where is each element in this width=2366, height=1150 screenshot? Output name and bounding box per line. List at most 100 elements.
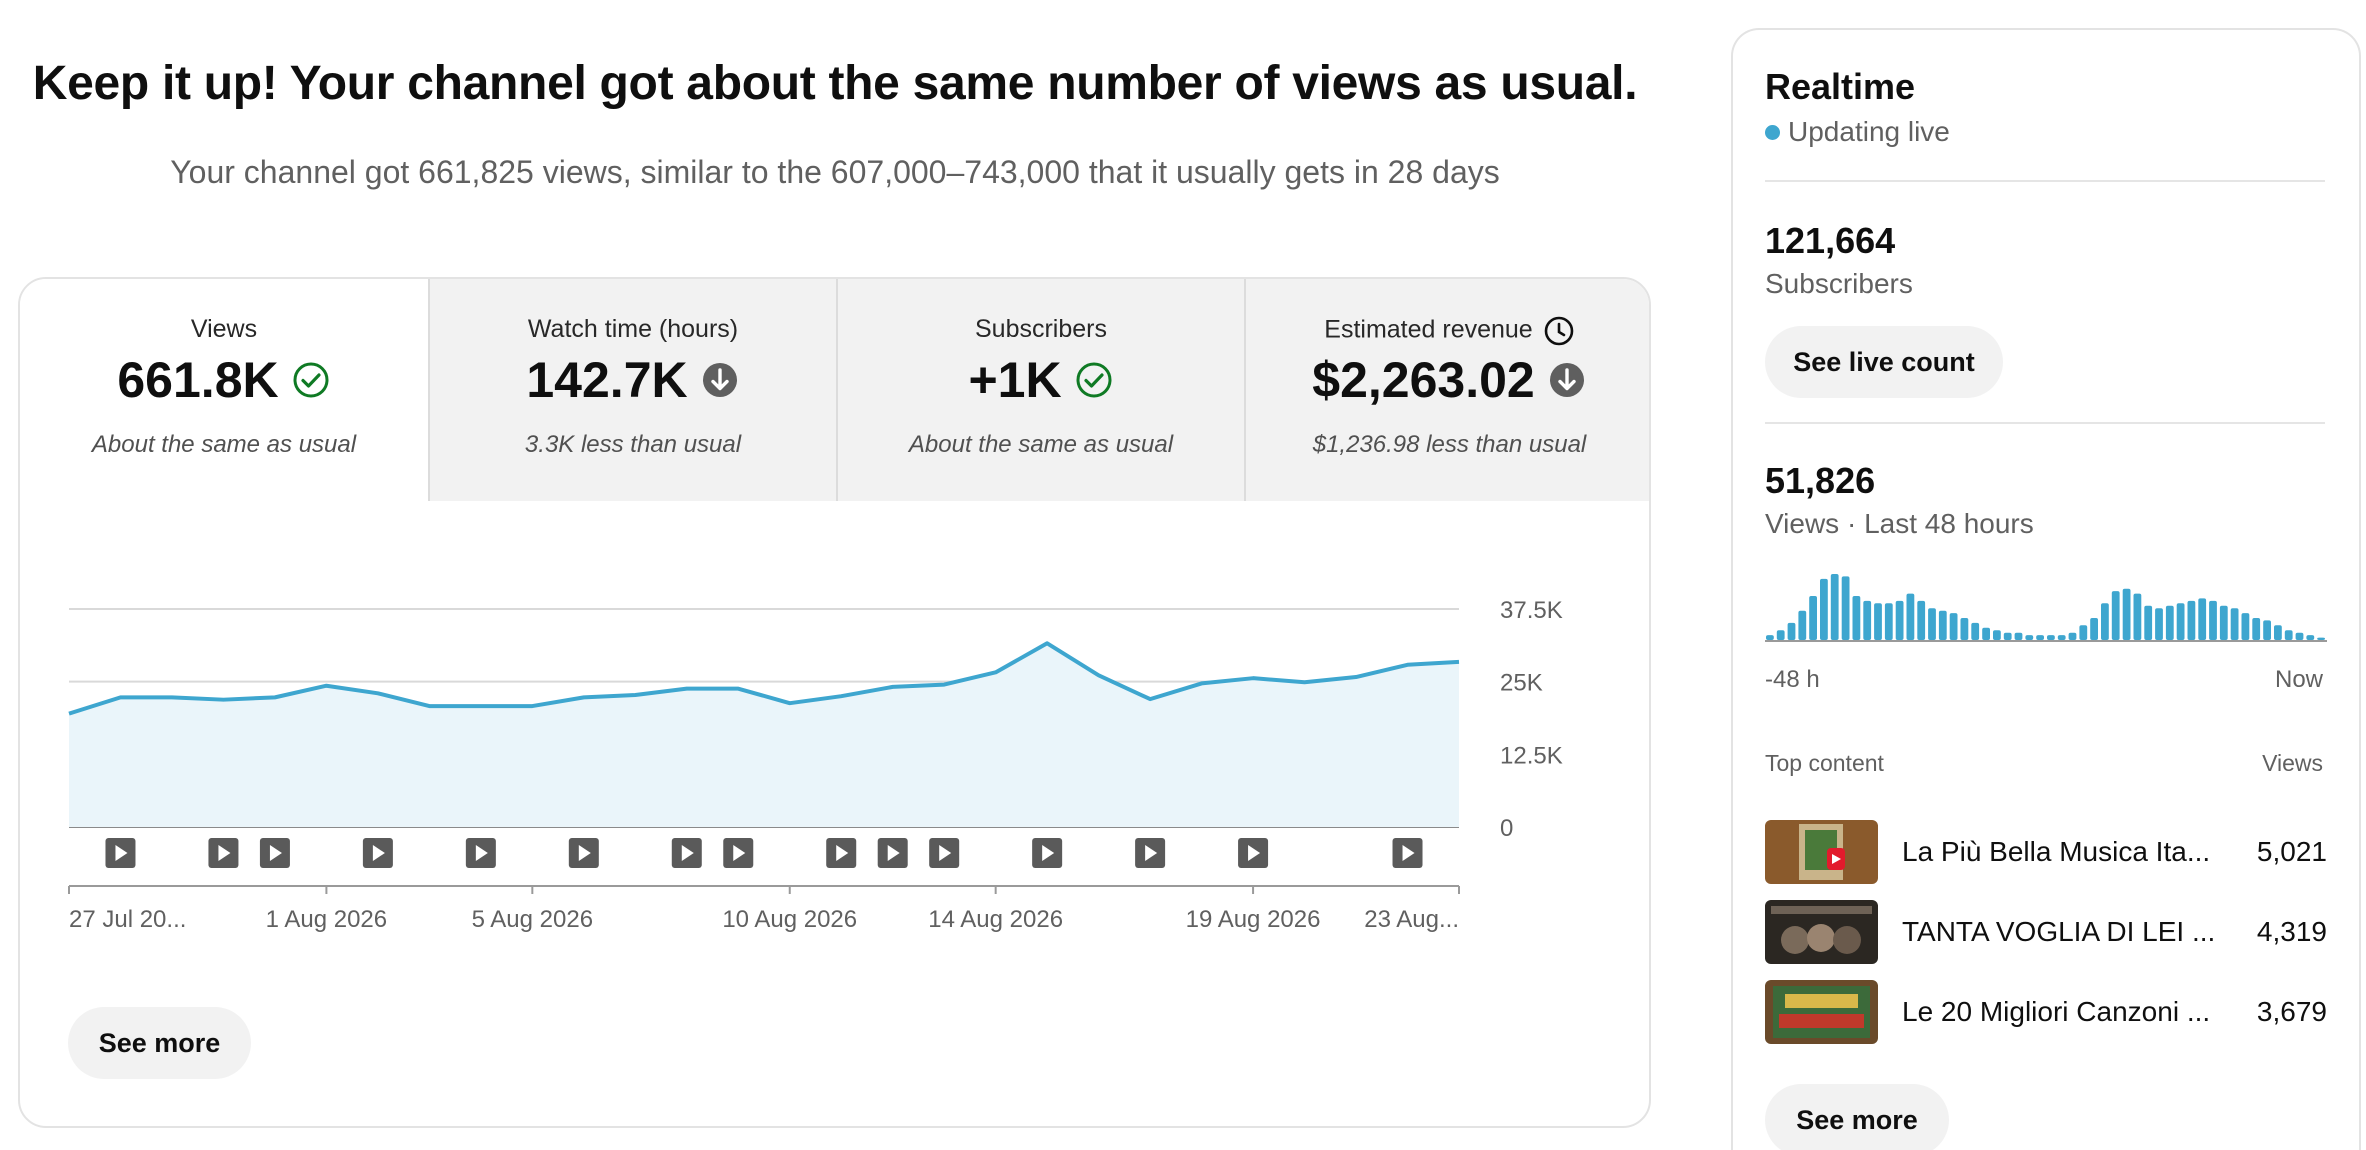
video-marker-play-glyph bbox=[269, 845, 282, 861]
views-area-fill bbox=[69, 643, 1459, 827]
page-subheadline: Your channel got 661,825 views, similar … bbox=[170, 154, 1500, 190]
y-tick-label: 0 bbox=[1500, 815, 1513, 842]
metric-tab-estimated-revenue[interactable]: Estimated revenue $2,263.02 $1,236.98 le… bbox=[1244, 279, 1649, 501]
arrow-down-circle-icon bbox=[1549, 363, 1584, 397]
top-content-title: La Più Bella Musica Ita... bbox=[1902, 836, 2211, 867]
mini-chart-bar bbox=[1895, 600, 1904, 640]
mini-chart-bar bbox=[2252, 618, 2261, 640]
mini-chart-bar bbox=[2306, 635, 2315, 640]
x-tick-label: 10 Aug 2026 bbox=[722, 906, 857, 933]
video-marker-play-glyph bbox=[218, 845, 231, 861]
metric-label-text: Estimated revenue bbox=[1324, 315, 1533, 344]
mini-chart-bar bbox=[1928, 608, 1936, 640]
subscribers-count: 121,664 bbox=[1765, 220, 1896, 261]
mini-chart-bar bbox=[2219, 605, 2228, 640]
mini-chart-bar bbox=[1766, 635, 1774, 640]
mini-chart-bar bbox=[1982, 627, 1990, 640]
x-tick-label: 19 Aug 2026 bbox=[1186, 906, 1321, 933]
arrow-down-circle-icon bbox=[702, 363, 737, 397]
metric-value: $2,263.02 bbox=[1312, 352, 1535, 408]
metric-tab-subscribers[interactable]: Subscribers +1K About the same as usual bbox=[836, 279, 1244, 501]
realtime-views-label: Views · Last 48 hours bbox=[1765, 508, 2034, 539]
top-content-views: 5,021 bbox=[2256, 836, 2327, 867]
clock-icon bbox=[1544, 316, 1574, 346]
mini-chart-bar bbox=[2036, 635, 2044, 640]
mini-chart-bar bbox=[1874, 603, 1882, 640]
mini-chart-bar bbox=[1852, 596, 1861, 640]
video-marker-play-glyph bbox=[1248, 845, 1261, 861]
metric-value: 661.8K bbox=[117, 352, 279, 408]
see-more-top-content-button[interactable]: See more bbox=[1765, 1084, 1949, 1150]
video-marker-play-glyph bbox=[1042, 845, 1055, 861]
metric-tab-views[interactable]: Views 661.8K About the same as usual bbox=[20, 279, 428, 501]
metric-note: About the same as usual bbox=[91, 431, 357, 458]
see-more-button[interactable]: See more bbox=[68, 1007, 251, 1079]
mini-chart-bar bbox=[1863, 600, 1872, 640]
top-content-row[interactable]: TANTA VOGLIA DI LEI ... 4,319 bbox=[1765, 900, 2327, 964]
x-tick-label: 14 Aug 2026 bbox=[928, 906, 1063, 933]
top-content-views: 3,679 bbox=[2256, 996, 2327, 1027]
video-marker-play-glyph bbox=[939, 845, 952, 861]
video-marker-play-glyph bbox=[475, 845, 488, 861]
mini-chart-bar bbox=[1809, 596, 1817, 640]
mini-chart-bar bbox=[1949, 613, 1958, 640]
mini-chart-bar bbox=[2014, 632, 2023, 640]
mini-chart-bar bbox=[2187, 600, 2196, 640]
mini-chart-bar bbox=[1820, 578, 1828, 640]
x-tick-label: 5 Aug 2026 bbox=[472, 906, 593, 933]
mini-chart-end-label: Now bbox=[2274, 666, 2323, 693]
mini-chart-bar bbox=[2133, 593, 2142, 640]
top-content-row[interactable]: La Più Bella Musica Ita... 5,021 bbox=[1765, 820, 2327, 884]
mini-chart-bar bbox=[2025, 635, 2034, 640]
mini-chart-bar bbox=[2284, 630, 2293, 640]
views-series-line bbox=[68, 641, 1460, 716]
metric-label: Watch time (hours) bbox=[527, 315, 739, 343]
views-line-chart: 37.5K 25K 12.5K 0 27 Jul 20... 1 Aug 2026 5 Au… bbox=[68, 597, 1563, 933]
page-headline: Keep it up! Your channel got about the s… bbox=[32, 57, 1638, 110]
mini-chart-bar bbox=[2111, 591, 2120, 640]
metric-tab-watch-time[interactable]: Watch time (hours) 142.7K 3.3K less than… bbox=[428, 279, 836, 501]
live-status: Updating live bbox=[1765, 116, 1950, 148]
realtime-bar-chart bbox=[1765, 574, 2327, 642]
mini-chart-bar bbox=[1938, 610, 1947, 640]
video-marker-play-glyph bbox=[1145, 845, 1158, 861]
mini-chart-bar bbox=[2198, 598, 2207, 640]
top-content-row[interactable]: Le 20 Migliori Canzoni ... 3,679 bbox=[1765, 980, 2327, 1044]
mini-chart-bar bbox=[2090, 618, 2098, 640]
mini-chart-bar bbox=[2057, 635, 2066, 640]
live-status-text: Updating live bbox=[1788, 116, 1950, 147]
x-tick-label: 23 Aug... bbox=[1364, 906, 1459, 933]
analytics-overview-card: Views 661.8K About the same as usual Wat… bbox=[18, 277, 1651, 1128]
mini-chart-bar bbox=[2241, 613, 2250, 640]
mini-chart-bar bbox=[2176, 603, 2185, 640]
mini-chart-bar bbox=[2263, 620, 2271, 640]
metric-label: Subscribers bbox=[975, 315, 1107, 343]
video-thumbnail bbox=[1765, 820, 1878, 884]
mini-chart-bar bbox=[2317, 637, 2325, 640]
y-tick-label: 25K bbox=[1500, 670, 1543, 697]
mini-chart-bar bbox=[2274, 625, 2282, 640]
see-live-count-button[interactable]: See live count bbox=[1765, 326, 2003, 398]
video-marker-play-glyph bbox=[836, 845, 849, 861]
mini-chart-bar bbox=[2047, 635, 2055, 640]
divider bbox=[1765, 422, 2325, 424]
mini-chart-bar bbox=[2230, 608, 2239, 640]
top-content-views-header: Views bbox=[2262, 750, 2323, 776]
mini-chart-bar bbox=[1971, 622, 1980, 640]
top-content-title: TANTA VOGLIA DI LEI ... bbox=[1902, 916, 2216, 947]
mini-chart-bar bbox=[2003, 632, 2012, 640]
mini-chart-bar bbox=[2209, 600, 2217, 640]
metric-note: About the same as usual bbox=[908, 431, 1174, 458]
video-marker-play-glyph bbox=[372, 845, 385, 861]
realtime-views-count: 51,826 bbox=[1765, 460, 1876, 501]
top-content-views: 4,319 bbox=[2256, 916, 2327, 947]
video-marker-play-glyph bbox=[887, 845, 900, 861]
y-tick-label: 12.5K bbox=[1500, 742, 1563, 769]
video-thumbnail bbox=[1765, 900, 1878, 964]
metric-value: +1K bbox=[968, 352, 1062, 408]
mini-chart-bar bbox=[1993, 630, 2001, 640]
video-thumbnail bbox=[1765, 980, 1878, 1044]
mini-chart-bar bbox=[1830, 574, 1839, 640]
subscribers-label: Subscribers bbox=[1765, 268, 1913, 299]
mini-chart-bar bbox=[1960, 618, 1969, 640]
